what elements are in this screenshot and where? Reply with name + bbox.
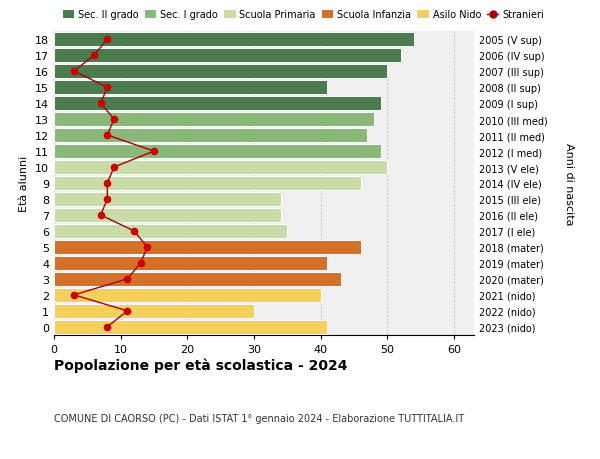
Point: [129, 228, 139, 235]
Point: [143, 244, 152, 251]
Bar: [54, 224, 287, 238]
Bar: [54, 193, 281, 207]
Point: [89, 52, 99, 60]
Point: [109, 164, 119, 171]
Bar: [54, 161, 388, 174]
Point: [103, 132, 112, 140]
Point: [103, 84, 112, 92]
Bar: [54, 49, 401, 63]
Bar: [54, 81, 328, 95]
Point: [103, 180, 112, 187]
Bar: [54, 65, 388, 79]
Point: [103, 324, 112, 331]
Bar: [54, 113, 374, 127]
Point: [122, 275, 132, 283]
Point: [122, 308, 132, 315]
Legend: Sec. II grado, Sec. I grado, Scuola Primaria, Scuola Infanzia, Asilo Nido, Stran: Sec. II grado, Sec. I grado, Scuola Prim…: [59, 6, 548, 24]
Point: [96, 212, 106, 219]
Point: [96, 100, 106, 107]
Bar: [54, 97, 380, 111]
Bar: [54, 209, 281, 222]
Point: [109, 116, 119, 123]
Point: [69, 68, 79, 76]
Point: [69, 291, 79, 299]
Bar: [54, 241, 361, 254]
Bar: [54, 129, 367, 143]
Text: Popolazione per età scolastica - 2024: Popolazione per età scolastica - 2024: [54, 358, 347, 373]
Point: [103, 36, 112, 44]
Bar: [54, 288, 320, 302]
Bar: [54, 304, 254, 318]
Point: [149, 148, 159, 156]
Y-axis label: Età alunni: Età alunni: [19, 156, 29, 212]
Bar: [54, 257, 328, 270]
Point: [103, 196, 112, 203]
Point: [136, 260, 145, 267]
Text: COMUNE DI CAORSO (PC) - Dati ISTAT 1° gennaio 2024 - Elaborazione TUTTITALIA.IT: COMUNE DI CAORSO (PC) - Dati ISTAT 1° ge…: [54, 413, 464, 423]
Y-axis label: Anni di nascita: Anni di nascita: [564, 142, 574, 225]
Bar: [54, 320, 328, 334]
Bar: [54, 273, 341, 286]
Bar: [54, 34, 414, 47]
Bar: [54, 177, 361, 190]
Bar: [54, 145, 380, 158]
